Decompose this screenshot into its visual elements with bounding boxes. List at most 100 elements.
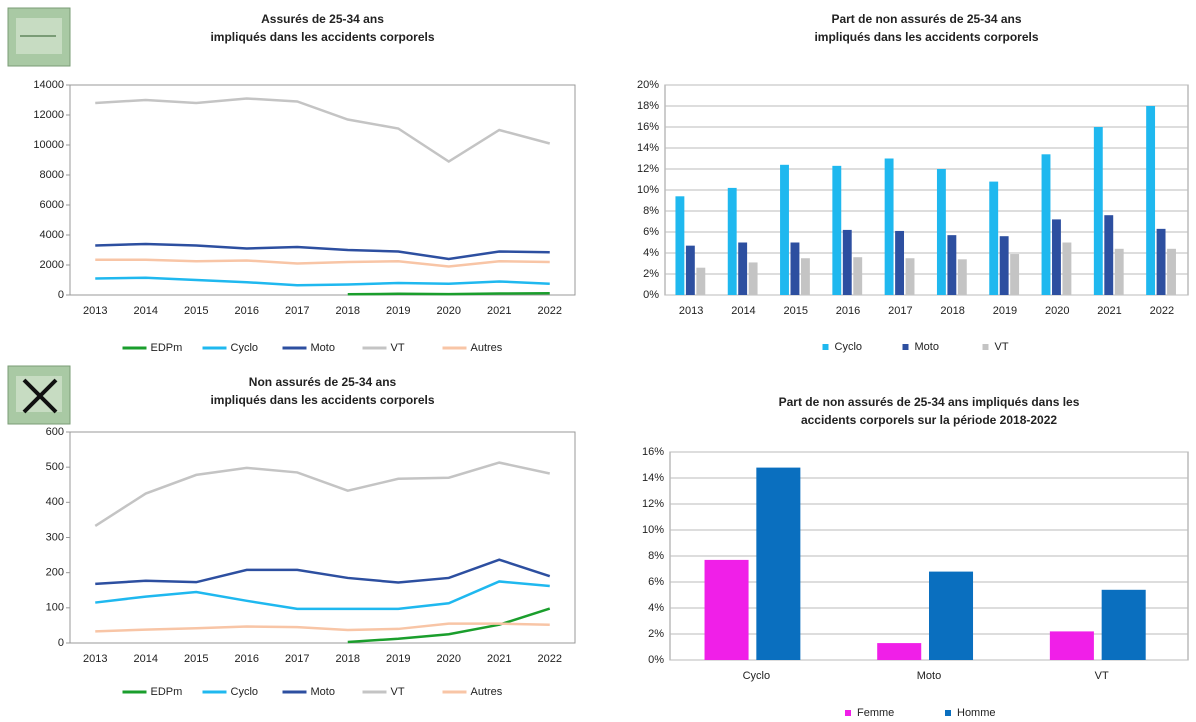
bar (905, 258, 915, 295)
y-tick-label: 10% (637, 184, 659, 196)
bar (947, 235, 957, 295)
line-series (347, 607, 551, 644)
y-tick-label: 2% (648, 628, 664, 640)
bar (895, 230, 905, 295)
x-tick-label: 2021 (487, 305, 511, 317)
x-tick-label: 2022 (1150, 305, 1174, 317)
bar (685, 245, 695, 295)
legend-label: Homme (957, 707, 996, 719)
x-tick-label: VT (1095, 670, 1109, 682)
plot-area (69, 84, 576, 296)
line-series (95, 622, 550, 633)
x-tick-label: 2019 (386, 305, 410, 317)
bar (780, 164, 789, 295)
bar (1167, 248, 1176, 295)
bar (1104, 215, 1114, 295)
chart-title: Assurés de 25-34 ans (261, 12, 384, 26)
y-tick-label: 12000 (33, 109, 64, 121)
bar (936, 169, 946, 295)
x-tick-label: 2014 (731, 305, 755, 317)
y-tick-label: 14% (642, 472, 664, 484)
y-tick-label: 14% (637, 142, 659, 154)
bar (756, 467, 801, 660)
chart-title: Part de non assurés de 25-34 ans impliqu… (779, 395, 1080, 409)
line-series (95, 276, 550, 287)
bar (696, 267, 706, 295)
bar (884, 158, 894, 295)
x-tick-label: 2017 (888, 305, 912, 317)
bar (1010, 254, 1020, 295)
y-tick-label: 2% (643, 268, 659, 280)
x-tick-label: 2018 (336, 653, 360, 665)
x-tick-label: 2014 (134, 305, 158, 317)
y-tick-label: 500 (46, 461, 64, 473)
bar (832, 165, 842, 295)
y-tick-label: 4% (643, 247, 659, 259)
x-tick-label: 2015 (184, 305, 208, 317)
legend-label: VT (995, 341, 1009, 353)
x-tick-label: 2019 (993, 305, 1017, 317)
legend-label: Moto (915, 341, 939, 353)
chart-title: Non assurés de 25-34 ans (249, 375, 397, 389)
x-tick-label: 2015 (784, 305, 808, 317)
x-tick-label: 2018 (336, 305, 360, 317)
line-series (95, 558, 551, 586)
legend-label: Femme (857, 707, 894, 719)
x-tick-label: 2021 (487, 653, 511, 665)
x-tick-label: 2016 (235, 653, 259, 665)
bar (989, 181, 999, 295)
legend-swatch (902, 344, 909, 350)
legend-label: Autres (471, 342, 503, 354)
y-tick-label: 0% (648, 654, 664, 666)
x-tick-label: 2021 (1097, 305, 1121, 317)
bar (1093, 127, 1103, 295)
legend-label: VT (391, 342, 405, 354)
license-icon-crossed (7, 365, 71, 425)
x-tick-label: 2017 (285, 653, 309, 665)
y-tick-label: 0 (58, 289, 64, 301)
bar (738, 242, 748, 295)
x-tick-label: 2020 (1045, 305, 1069, 317)
chart-title: Part de non assurés de 25-34 ans (831, 12, 1021, 26)
bar (748, 262, 758, 295)
bar (790, 242, 800, 295)
y-tick-label: 400 (46, 496, 64, 508)
bar (877, 643, 922, 660)
bar (704, 559, 749, 660)
x-tick-label: 2016 (235, 305, 259, 317)
bar (1101, 589, 1146, 660)
line-series (347, 291, 550, 296)
y-tick-label: 14000 (33, 79, 64, 91)
bar (999, 236, 1009, 295)
legend-swatch (982, 344, 989, 350)
y-tick-label: 8% (648, 550, 664, 562)
y-tick-label: 4% (648, 602, 664, 614)
x-tick-label: 2022 (538, 305, 562, 317)
bar (957, 259, 967, 295)
y-tick-label: 8% (643, 205, 659, 217)
x-tick-label: Cyclo (743, 670, 771, 682)
y-tick-label: 16% (642, 446, 664, 458)
legend-label: Moto (311, 342, 335, 354)
legend-swatch (845, 710, 851, 716)
bar (929, 571, 974, 660)
y-tick-label: 600 (46, 426, 64, 438)
line-series (95, 580, 550, 611)
line-series (94, 461, 551, 527)
x-tick-label: 2017 (285, 305, 309, 317)
legend-label: EDPm (151, 686, 183, 698)
bar (1114, 248, 1124, 295)
bar (1041, 154, 1051, 295)
bar (1062, 242, 1072, 295)
y-tick-label: 6% (648, 576, 664, 588)
bar (800, 258, 810, 295)
x-tick-label: 2022 (538, 653, 562, 665)
y-tick-label: 0% (643, 289, 659, 301)
y-tick-label: 20% (637, 79, 659, 91)
y-tick-label: 16% (637, 121, 659, 133)
x-tick-label: 2020 (437, 305, 461, 317)
legend-label: EDPm (151, 342, 183, 354)
x-tick-label: 2016 (836, 305, 860, 317)
chart-title: impliqués dans les accidents corporels (814, 30, 1038, 44)
